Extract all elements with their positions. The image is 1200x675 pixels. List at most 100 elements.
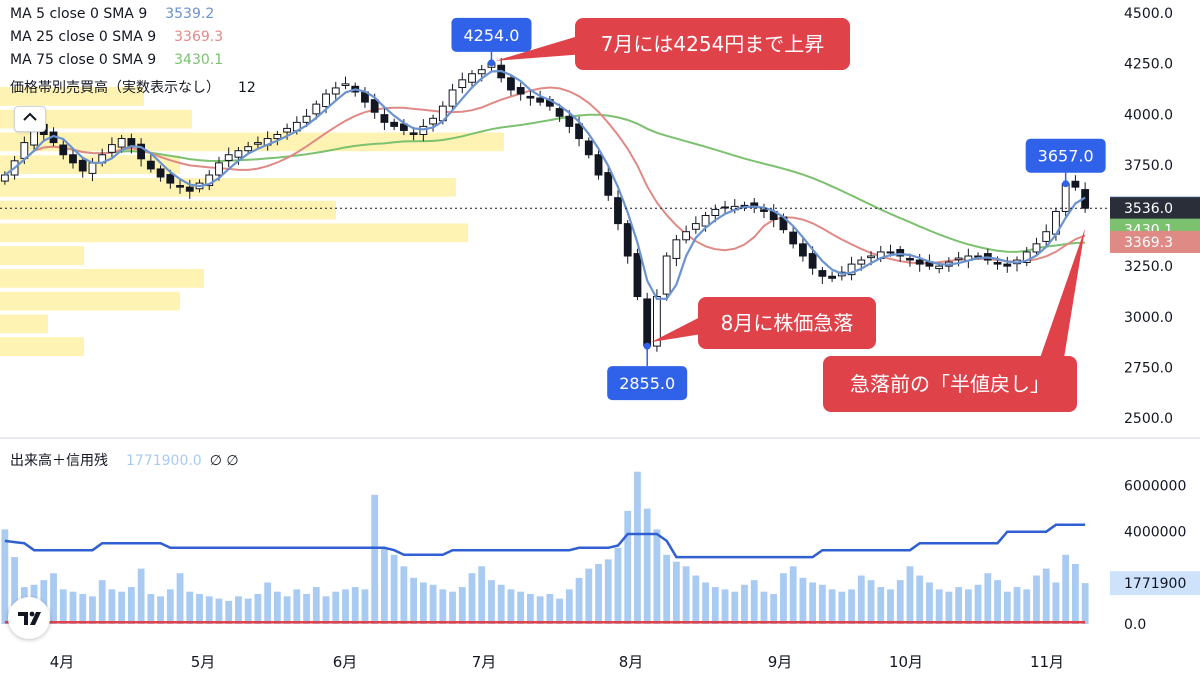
july-callout-tail: [495, 34, 585, 61]
volume-bar: [390, 554, 398, 624]
candle-body: [760, 209, 768, 212]
candle-body: [156, 168, 165, 178]
vprofile-bar: [0, 246, 84, 265]
candle-body: [1032, 243, 1041, 253]
candle: [604, 166, 613, 201]
legend-ma5-value: 3539.2: [165, 6, 215, 22]
collapse-legend-button[interactable]: [14, 106, 46, 132]
volume-bar: [507, 589, 515, 624]
candle: [59, 138, 68, 160]
month-label: 10月: [889, 653, 923, 671]
candle-body: [409, 132, 418, 136]
volume-bar: [1052, 582, 1060, 624]
vprofile-bar: [0, 291, 180, 311]
month-label: 9月: [768, 653, 793, 671]
volume-bar: [244, 598, 252, 624]
volume-bar: [877, 587, 885, 624]
candle: [205, 170, 214, 191]
high-point-flag: 4254.0: [451, 17, 532, 52]
legend-vprofile-value: 12: [238, 80, 256, 96]
volume-bar: [887, 589, 894, 624]
legend-volume-icons: ∅ ∅: [209, 453, 239, 469]
volume-bar: [127, 587, 135, 624]
volume-bar: [400, 566, 408, 624]
price-tick-label: 3250.0: [1124, 259, 1173, 275]
candle-body: [555, 108, 564, 117]
volume-bar: [1033, 575, 1040, 624]
high-point-flag-bg: [451, 17, 532, 52]
rebound-callout-tail: [1040, 228, 1086, 358]
recent-high-flag: 3657.0: [1025, 138, 1106, 173]
volume-bar: [575, 577, 583, 624]
tradingview-logo-icon[interactable]: [8, 597, 50, 639]
legend-volume-value: 1771900.0: [126, 453, 202, 469]
volume-bar: [371, 494, 379, 624]
candle: [964, 248, 973, 269]
volume-bar: [293, 589, 301, 624]
candle-body: [176, 185, 184, 188]
volume-bar: [604, 559, 612, 624]
volume-bar: [1, 529, 9, 624]
candle-body: [0, 174, 9, 182]
legend-ma5-label: MA 5 close 0 SMA 9: [10, 6, 148, 22]
volume-bar: [857, 575, 865, 624]
candle-body: [643, 298, 652, 347]
legend-ma75-label: MA 75 close 0 SMA 9: [10, 52, 157, 68]
volume-bar: [663, 554, 671, 624]
volume-bar: [176, 573, 184, 624]
candle: [818, 266, 827, 284]
legend-ma25[interactable]: MA 25 close 0 SMA 9 3369.3: [10, 29, 223, 45]
legend-ma75-value: 3430.1: [174, 52, 224, 68]
volume-bar: [381, 547, 388, 624]
recent-high-flag-text: 3657.0: [1038, 147, 1094, 166]
volume-bar: [994, 580, 1001, 624]
rebound-callout: 急落前の「半値戻し」: [823, 228, 1086, 412]
low-point-flag: 2855.0: [607, 366, 688, 401]
candle-body: [234, 150, 243, 158]
candle: [507, 74, 515, 96]
candle-body: [857, 259, 866, 265]
price-tick-label: 4000.0: [1124, 107, 1173, 123]
legend-volume[interactable]: 出来高＋信用残 1771900.0 ∅ ∅: [10, 450, 239, 470]
candle-body: [594, 154, 603, 176]
candle: [769, 204, 778, 228]
candle-body: [623, 223, 632, 257]
volume-bar: [478, 566, 486, 624]
candle-body: [604, 172, 613, 196]
volume-bar: [11, 557, 19, 624]
volume-bar: [682, 566, 690, 624]
volume-bar: [809, 582, 817, 624]
volume-bar: [828, 589, 836, 624]
legend-vprofile[interactable]: 価格帯別売買高（実数表示なし） 12: [10, 77, 256, 97]
candle: [672, 234, 681, 267]
candle: [828, 271, 837, 282]
ma25-price-tag: 3369.3: [1110, 230, 1200, 253]
volume-bar: [741, 584, 748, 624]
high-point-flag-dot: [487, 59, 495, 67]
legend-ma25-label: MA 25 close 0 SMA 9: [10, 29, 157, 45]
volume-bar: [964, 589, 972, 624]
candle-body: [468, 73, 476, 83]
legend-ma75[interactable]: MA 75 close 0 SMA 9 3430.1: [10, 52, 223, 68]
volume-bar: [672, 561, 680, 624]
candle-body: [662, 255, 671, 295]
candle: [536, 90, 545, 106]
candle-body: [458, 79, 467, 89]
candle: [526, 90, 535, 106]
volume-bar: [1081, 583, 1089, 624]
legend-ma5[interactable]: MA 5 close 0 SMA 9 3539.2: [10, 6, 214, 22]
candle-body: [1042, 231, 1051, 242]
volume-bar: [205, 596, 213, 624]
vprofile-bar: [0, 132, 504, 152]
vprofile-bar: [0, 109, 192, 129]
candle-body: [322, 93, 330, 108]
candle-body: [429, 117, 437, 125]
volume-bar: [1042, 568, 1050, 624]
candle-body: [614, 197, 622, 225]
candle-body: [672, 239, 681, 259]
candle: [614, 190, 622, 231]
volume-bar: [235, 596, 242, 624]
volume-bar: [264, 582, 272, 624]
